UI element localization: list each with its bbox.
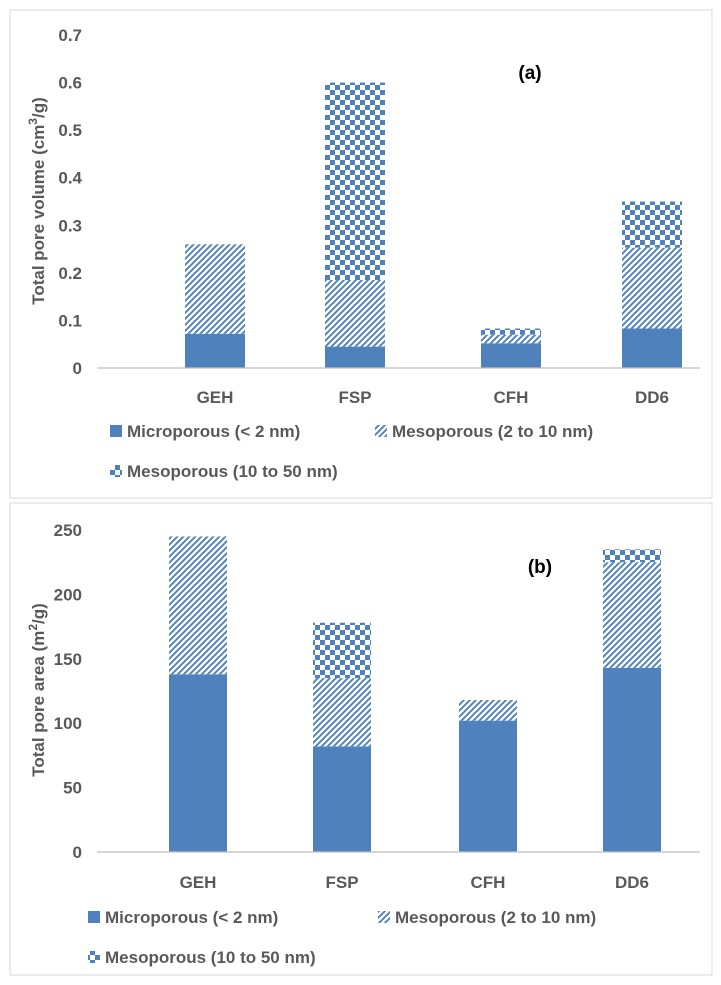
x-tick-label: DD6 bbox=[635, 388, 669, 407]
y-tick-label: 0.2 bbox=[58, 264, 82, 283]
bar-geh-series-1 bbox=[169, 674, 227, 852]
bar-fsp-series-2 bbox=[313, 678, 371, 747]
x-tick-label: FSP bbox=[325, 873, 358, 892]
legend-entry: Microporous (< 2 nm) bbox=[127, 422, 300, 441]
bar-geh-series-2 bbox=[185, 244, 245, 334]
y-tick-label: 150 bbox=[54, 650, 82, 669]
y-tick-label: 0 bbox=[73, 359, 82, 378]
bar-cfh-series-1 bbox=[481, 343, 541, 368]
y-axis-label-main: Total pore area (m bbox=[29, 631, 48, 777]
legend-entry: Microporous (< 2 nm) bbox=[105, 908, 278, 927]
legend-swatch bbox=[88, 951, 100, 963]
bar-fsp-series-1 bbox=[325, 346, 385, 368]
bar-geh-series-1 bbox=[185, 333, 245, 368]
x-tick-label: DD6 bbox=[615, 873, 649, 892]
bar-fsp-series-1 bbox=[313, 746, 371, 852]
bar-fsp-series-3 bbox=[313, 622, 371, 679]
chart-panel-b: 0 50 100 150 200 250 GEH FSP CFH DD6 Total pore ar… bbox=[9, 502, 713, 976]
legend-swatch bbox=[110, 425, 122, 437]
bar-dd6-series-1 bbox=[622, 328, 682, 368]
y-tick-label: 0.7 bbox=[58, 26, 82, 45]
x-tick-label: GEH bbox=[197, 388, 234, 407]
y-tick-label: 0.3 bbox=[58, 216, 82, 235]
x-tick-label: FSP bbox=[338, 388, 371, 407]
y-tick-label: 0.6 bbox=[58, 74, 82, 93]
y-tick-label: 0.5 bbox=[58, 121, 82, 140]
bar-cfh-series-3 bbox=[481, 328, 541, 335]
y-tick-label: 0.1 bbox=[58, 311, 82, 330]
chart-panel-a: 0 0.1 0.2 0.3 0.4 0.5 0.6 0.7 GEH FSP CFH DD6 Total … bbox=[9, 9, 713, 499]
y-tick-label: 250 bbox=[54, 521, 82, 540]
y-tick-label: 0.4 bbox=[58, 169, 82, 188]
y-axis-label-sup: 2 bbox=[26, 624, 40, 631]
legend-entry: Mesoporous (10 to 50 nm) bbox=[127, 462, 338, 481]
bar-cfh-series-2 bbox=[481, 334, 541, 344]
legend-entry: Mesoporous (10 to 50 nm) bbox=[105, 948, 316, 967]
x-tick-label: GEH bbox=[180, 873, 217, 892]
panel-label: (a) bbox=[518, 63, 541, 84]
legend-entry: Mesoporous (2 to 10 nm) bbox=[395, 908, 596, 927]
chart-frame bbox=[9, 9, 713, 499]
bar-dd6-series-3 bbox=[603, 549, 661, 563]
bar-fsp-series-2 bbox=[325, 279, 385, 347]
y-axis-label: Total pore volume (cm3/g) bbox=[26, 97, 48, 305]
y-tick-label: 200 bbox=[54, 585, 82, 604]
legend-swatch bbox=[110, 465, 122, 477]
legend-swatch bbox=[88, 911, 100, 923]
chart-frame bbox=[9, 502, 713, 976]
bar-dd6-series-2 bbox=[603, 562, 661, 668]
panel-label: (b) bbox=[528, 557, 552, 578]
legend-entry: Mesoporous (2 to 10 nm) bbox=[392, 422, 593, 441]
bar-dd6-series-1 bbox=[603, 667, 661, 852]
bar-cfh-series-1 bbox=[459, 720, 517, 852]
legend-swatch bbox=[378, 911, 390, 923]
y-axis-label-end: /g) bbox=[29, 97, 48, 118]
x-tick-label: CFH bbox=[494, 388, 529, 407]
y-axis-label-end: /g) bbox=[29, 603, 48, 624]
bar-fsp-series-3 bbox=[325, 82, 385, 280]
bar-geh-series-2 bbox=[169, 536, 227, 675]
y-axis-label-sup: 3 bbox=[26, 118, 40, 125]
y-axis-label-main: Total pore volume (cm bbox=[29, 125, 48, 305]
y-tick-label: 0 bbox=[73, 843, 82, 862]
bar-dd6-series-2 bbox=[622, 247, 682, 329]
x-tick-label: CFH bbox=[471, 873, 506, 892]
y-tick-label: 50 bbox=[63, 779, 82, 798]
y-axis-label: Total pore area (m2/g) bbox=[26, 603, 48, 777]
bar-dd6-series-3 bbox=[622, 201, 682, 248]
legend-swatch bbox=[375, 425, 387, 437]
bar-cfh-series-2 bbox=[459, 700, 517, 721]
y-tick-label: 100 bbox=[54, 714, 82, 733]
